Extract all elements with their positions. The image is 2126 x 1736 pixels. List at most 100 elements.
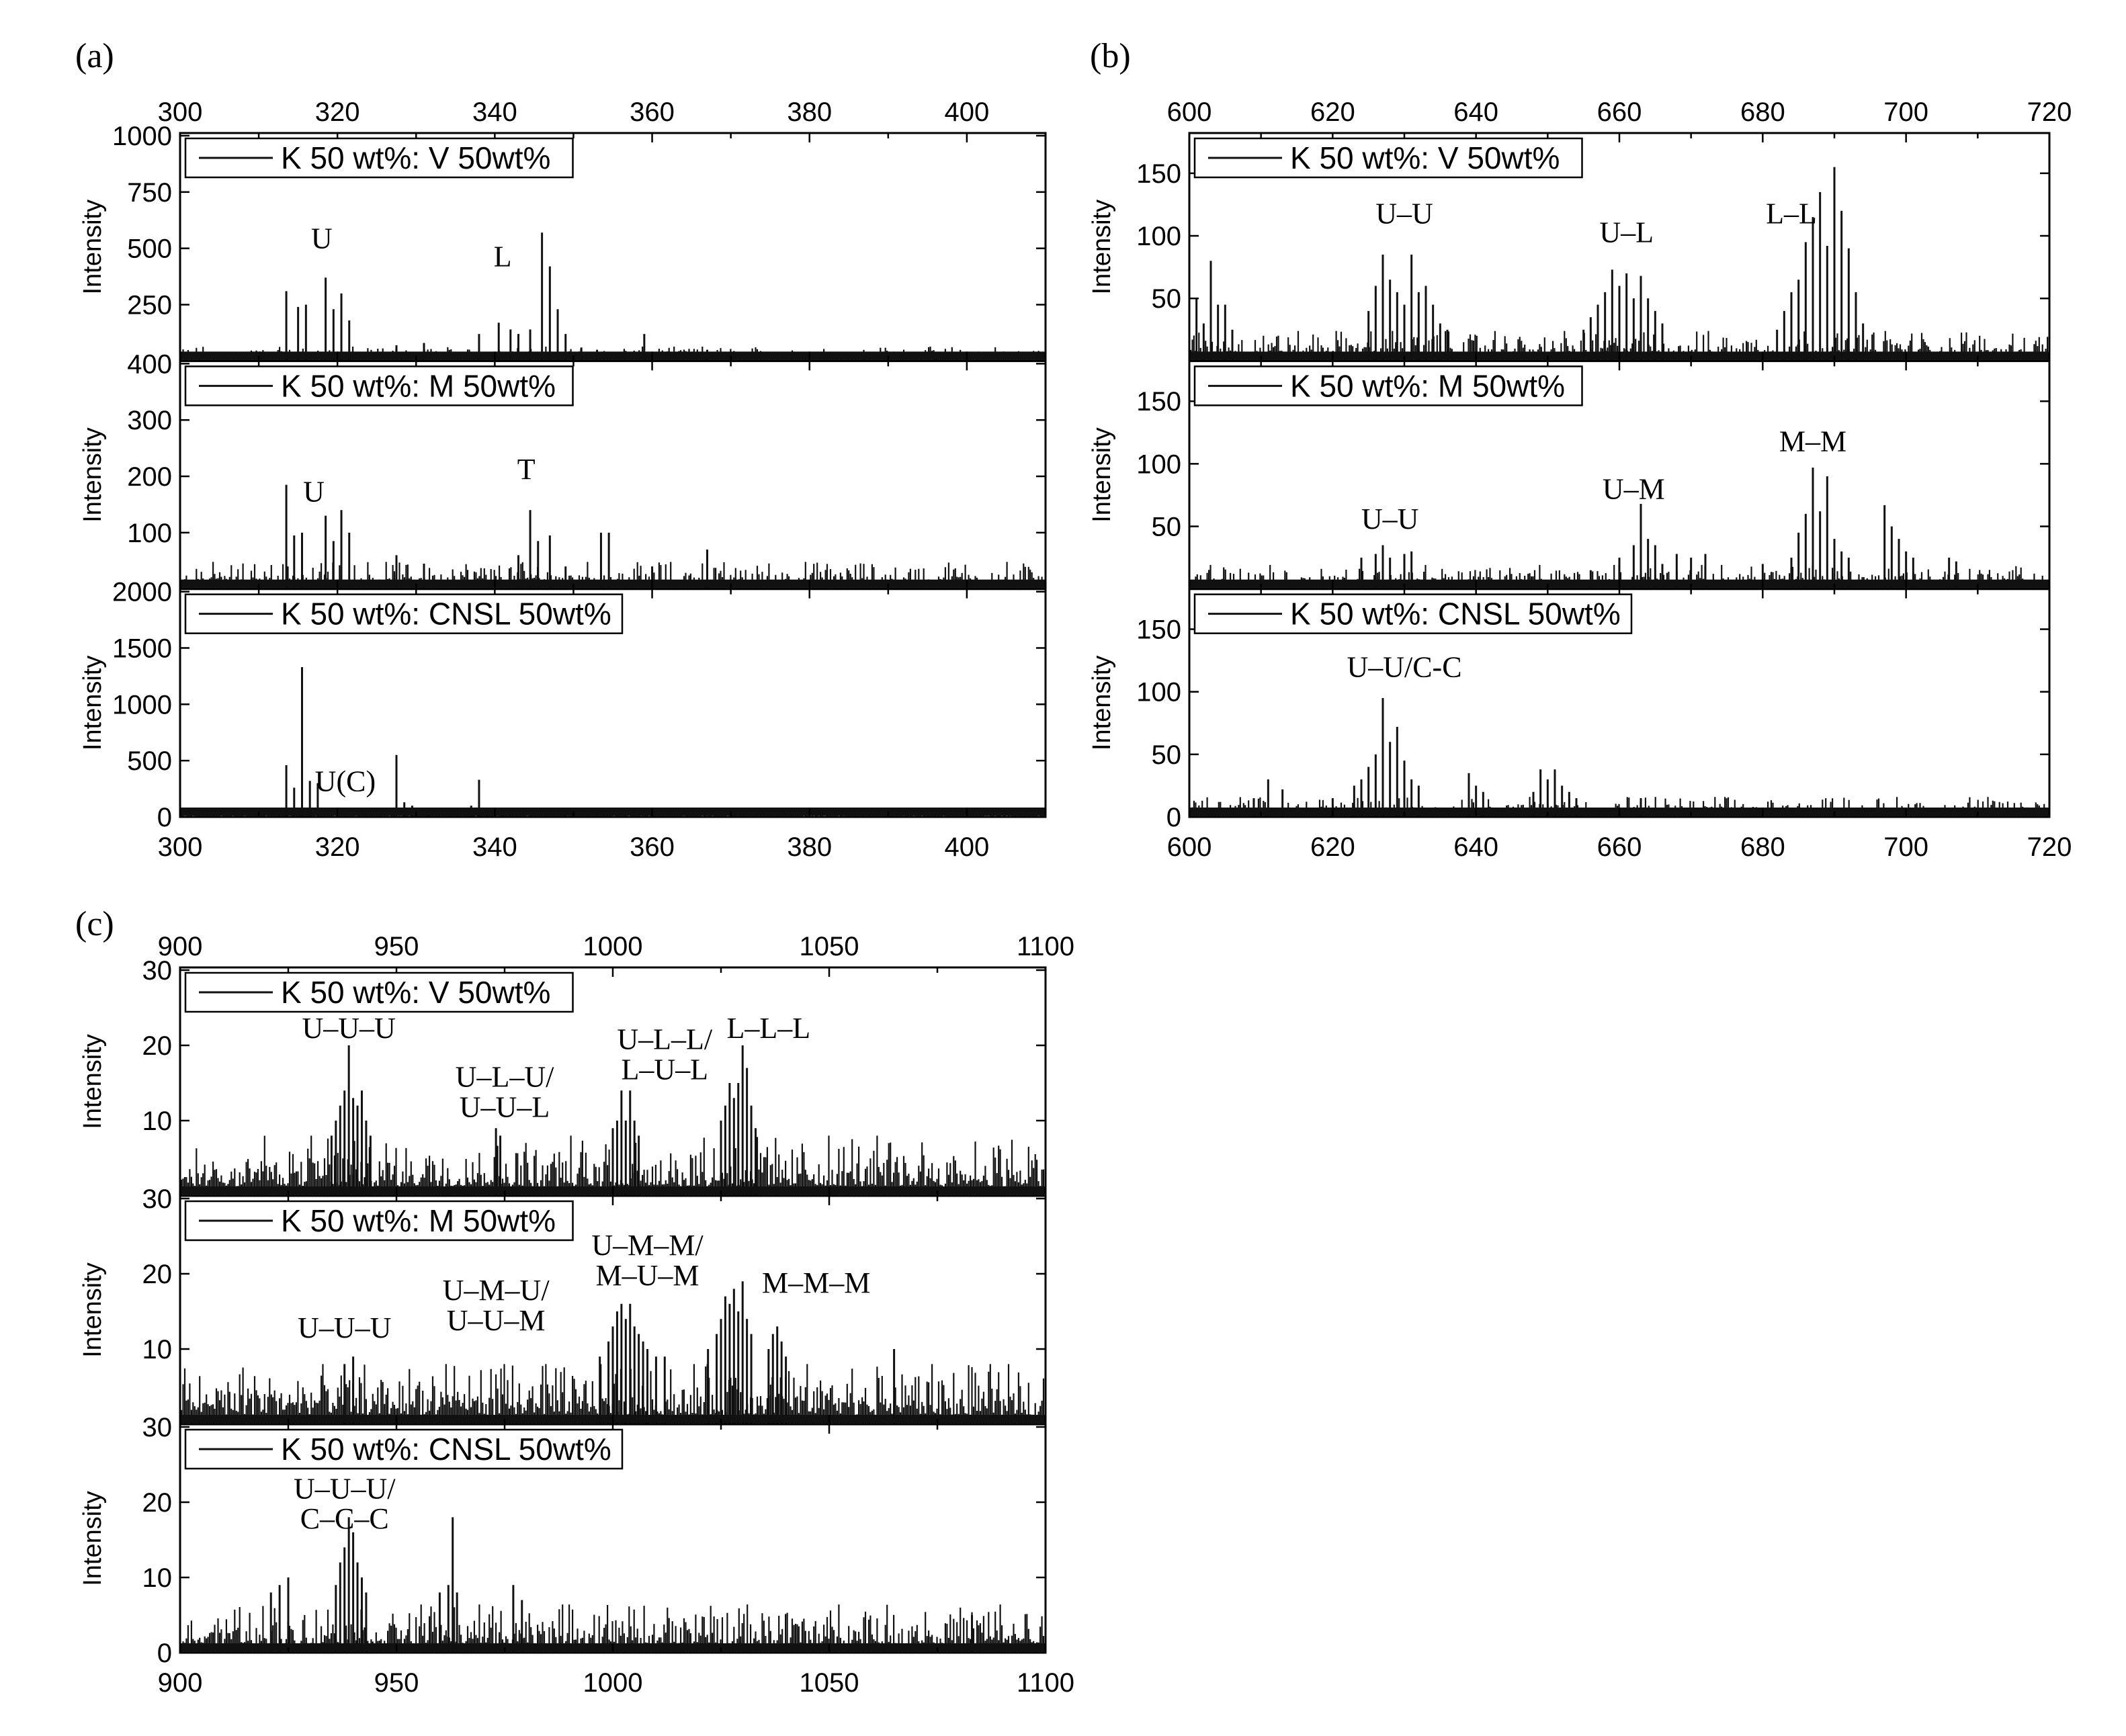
- x-tick-label-top: 640: [1453, 97, 1498, 127]
- subplot-2: 100 200 300 400 Intensity K 50 wt%: M 50wt% U T: [79, 349, 1047, 591]
- x-tick-label-bottom: 320: [315, 832, 360, 862]
- x-tick-label-top: 300: [158, 97, 203, 127]
- peak-annotation: U–U–M: [447, 1304, 546, 1337]
- y-axis-label: Intensity: [1088, 656, 1116, 751]
- legend: K 50 wt%: M 50wt%: [1193, 365, 1583, 406]
- x-tick-label-top: 380: [787, 97, 832, 127]
- peak-annotation: L–L: [1766, 197, 1817, 230]
- plot-frame: [179, 588, 1047, 818]
- peak-annotation: U–U: [1375, 197, 1433, 230]
- y-tick-label: 500: [127, 746, 172, 776]
- x-tick-label-bottom: 680: [1740, 832, 1785, 862]
- y-tick-label: 300: [127, 406, 172, 435]
- peak-annotation: U–U: [1361, 503, 1419, 535]
- peak-annotation: U–U–U: [298, 1311, 391, 1344]
- x-tick-label-top: 700: [1883, 97, 1928, 127]
- y-tick-label: 50: [1152, 513, 1182, 542]
- y-tick-label: 100: [1136, 222, 1181, 251]
- legend-label: K 50 wt%: M 50wt%: [281, 368, 556, 403]
- x-tick-label-top: 1050: [800, 932, 859, 961]
- peak-annotation: U–L–U/: [456, 1061, 554, 1094]
- y-axis-label: Intensity: [79, 427, 107, 523]
- y-tick-label: 20: [142, 1260, 173, 1289]
- peak-annotation: U–L: [1599, 216, 1654, 249]
- x-tick-label-top: 320: [315, 97, 360, 127]
- peak-annotation: U–U–U: [302, 1012, 395, 1045]
- y-axis-label: Intensity: [79, 1262, 107, 1358]
- y-tick-label: 10: [142, 1563, 173, 1593]
- y-tick-label: 100: [1136, 678, 1181, 707]
- legend-label: K 50 wt%: V 50wt%: [281, 975, 550, 1010]
- panel-label-a: (a): [75, 37, 114, 75]
- legend-label: K 50 wt%: V 50wt%: [281, 140, 550, 175]
- peak-annotation: M–M–M: [762, 1266, 870, 1299]
- subplot-3: 0 10 20 30 Intensity K 50 wt%: CNSL 50wt% U–U–…: [79, 1413, 1047, 1668]
- x-tick-label-bottom: 720: [2027, 832, 2072, 862]
- x-tick-label-bottom: 300: [158, 832, 203, 862]
- legend: K 50 wt%: CNSL 50wt%: [184, 1428, 624, 1470]
- panel-label-b: (b): [1090, 37, 1131, 75]
- y-tick-label: 400: [127, 349, 172, 379]
- y-tick-label: 1000: [112, 690, 172, 720]
- x-tick-label-bottom: 620: [1310, 832, 1355, 862]
- panel-a: 300 300 320 320 340 340 360 360 380 380 400 400 250 5…: [79, 97, 1047, 862]
- y-tick-label: 0: [157, 1639, 172, 1668]
- legend-label: K 50 wt%: M 50wt%: [281, 1203, 556, 1238]
- x-tick-label-bottom: 660: [1597, 832, 1642, 862]
- legend: K 50 wt%: M 50wt%: [184, 365, 574, 406]
- y-tick-label: 0: [157, 803, 172, 832]
- x-tick-label-top: 360: [630, 97, 675, 127]
- legend-label: K 50 wt%: V 50wt%: [1290, 140, 1560, 175]
- peak-annotation: L–U–L: [622, 1053, 709, 1086]
- y-tick-label: 20: [142, 1488, 173, 1518]
- x-tick-label-bottom: 640: [1453, 832, 1498, 862]
- y-tick-label: 500: [127, 234, 172, 264]
- y-tick-label: 30: [142, 1184, 173, 1214]
- x-tick-label-bottom: 380: [787, 832, 832, 862]
- x-tick-label-top: 900: [158, 932, 203, 961]
- x-tick-label-top: 620: [1310, 97, 1355, 127]
- subplot-1: 250 500 750 1000 Intensity K 50 wt%: V 50wt% U…: [79, 122, 1047, 362]
- panel-b: 600 600 620 620 640 640 660 660 680 680 700 700 720 7…: [1088, 97, 2072, 862]
- legend-label: K 50 wt%: CNSL 50wt%: [281, 1432, 611, 1467]
- x-tick-label-bottom: 1000: [583, 1668, 643, 1698]
- y-tick-label: 150: [1136, 159, 1181, 189]
- peak-annotation: U–U–L: [460, 1090, 550, 1123]
- y-tick-label: 30: [142, 956, 173, 986]
- subplot-3: 0 500 1000 1500 2000 Intensity K 50 wt%: CNSL …: [79, 578, 1047, 832]
- y-tick-label: 200: [127, 462, 172, 492]
- subplot-3: 0 50 100 150 Intensity K 50 wt%: CNSL 50wt% U–…: [1088, 588, 2051, 832]
- y-tick-label: 250: [127, 291, 172, 320]
- baseline-band: [180, 351, 1046, 360]
- y-tick-label: 30: [142, 1413, 173, 1442]
- y-tick-label: 100: [1136, 449, 1181, 479]
- y-tick-label: 100: [127, 519, 172, 548]
- peak-annotation: U–L–L/: [617, 1023, 713, 1056]
- x-tick-label-top: 1100: [1017, 932, 1074, 961]
- peak-annotation: U–M–U/: [443, 1274, 550, 1307]
- x-tick-label-top: 720: [2027, 97, 2072, 127]
- x-tick-label-top: 680: [1740, 97, 1785, 127]
- baseline-band: [180, 579, 1046, 588]
- peak-annotation: T: [517, 453, 536, 486]
- x-tick-label-top: 340: [472, 97, 517, 127]
- subplot-1: 50 100 150 Intensity K 50 wt%: V 50wt% U–U U–L…: [1088, 132, 2051, 362]
- peak-annotation: U–M: [1603, 473, 1665, 506]
- y-tick-label: 2000: [112, 578, 172, 607]
- y-axis-label: Intensity: [79, 1034, 107, 1129]
- panel-c: 900 900 950 950 1000 1000 1050 1050 1100 1100 10 20…: [79, 932, 1074, 1698]
- y-tick-label: 50: [1152, 740, 1182, 770]
- legend-label: K 50 wt%: CNSL 50wt%: [281, 597, 611, 632]
- y-tick-label: 50: [1152, 284, 1182, 314]
- x-tick-label-top: 950: [374, 932, 419, 961]
- x-tick-label-bottom: 1100: [1017, 1668, 1074, 1698]
- peak-annotation: L: [494, 240, 512, 273]
- y-tick-label: 0: [1166, 803, 1181, 832]
- y-tick-label: 10: [142, 1335, 173, 1364]
- x-tick-label-top: 1000: [583, 932, 643, 961]
- legend-label: K 50 wt%: M 50wt%: [1290, 368, 1565, 403]
- x-tick-label-top: 400: [945, 97, 990, 127]
- legend: K 50 wt%: V 50wt%: [184, 971, 574, 1013]
- peak-annotation: L–L–L: [727, 1012, 811, 1045]
